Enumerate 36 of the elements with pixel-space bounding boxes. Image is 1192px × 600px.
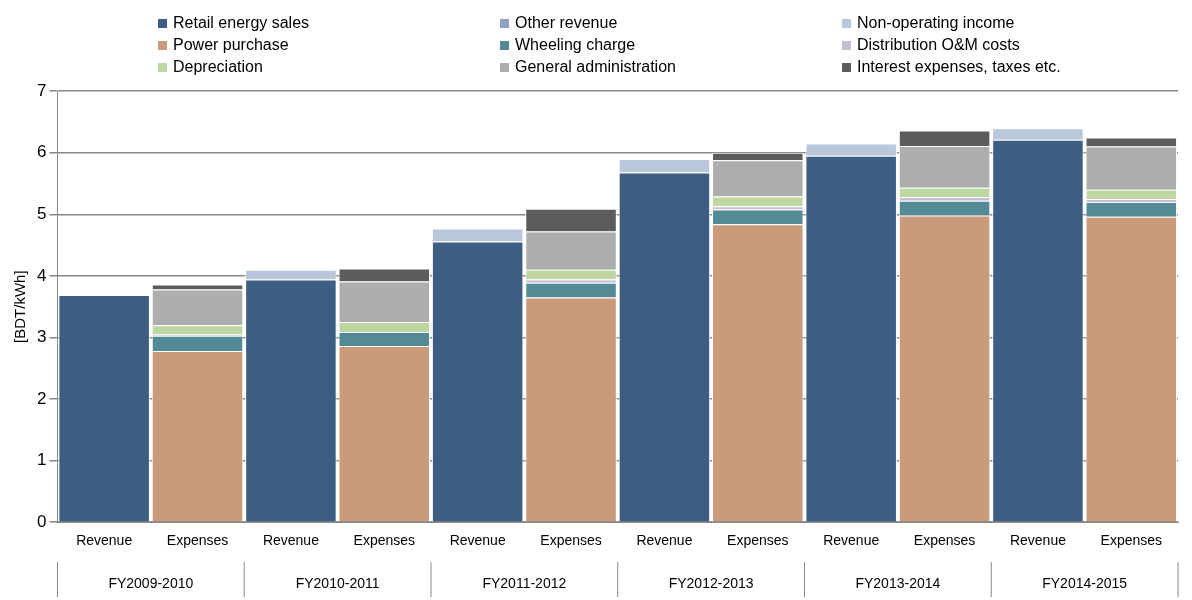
x-tick-label: Revenue bbox=[636, 532, 693, 549]
text: FY2011-2012 bbox=[482, 575, 567, 592]
legend-label: Wheeling charge bbox=[515, 35, 636, 55]
legend-label: Other revenue bbox=[515, 13, 618, 33]
y-tick-label: 7 bbox=[36, 80, 47, 100]
legend-label: Retail energy sales bbox=[173, 13, 310, 33]
y-tick-label: 2 bbox=[36, 388, 47, 408]
x-tick-label: Revenue bbox=[449, 532, 506, 549]
y-tick-label: 0 bbox=[36, 511, 47, 531]
y-tick-label: 6 bbox=[36, 142, 47, 162]
x-tick-label: Expenses bbox=[540, 532, 602, 549]
x-tick-label: Expenses bbox=[353, 532, 416, 549]
legend-label: Interest expenses, taxes etc. bbox=[857, 57, 1061, 77]
legend-label: Power purchase bbox=[173, 35, 289, 55]
legend-label: Depreciation bbox=[173, 57, 263, 77]
y-axis-title: [BDT/kWh] bbox=[11, 270, 29, 343]
x-tick-label: Expenses bbox=[913, 532, 976, 549]
text: FY2010-2011 bbox=[295, 575, 380, 592]
y-tick-label: 4 bbox=[36, 265, 47, 285]
text: FY2012-2013 bbox=[668, 575, 754, 592]
x-tick-label: Expenses bbox=[166, 532, 229, 549]
x-tick-label: Expenses bbox=[1100, 532, 1163, 549]
x-tick-label: Revenue bbox=[76, 532, 133, 549]
x-tick-label: Revenue bbox=[1009, 532, 1067, 549]
y-tick-label: 3 bbox=[36, 327, 47, 347]
y-tick-label: 5 bbox=[36, 204, 47, 224]
text: FY2013-2014 bbox=[855, 575, 941, 592]
legend-label: Distribution O&M costs bbox=[857, 35, 1020, 55]
y-tick-label: 1 bbox=[36, 450, 47, 470]
x-tick-label: Revenue bbox=[262, 532, 320, 549]
x-tick-label: Expenses bbox=[727, 532, 789, 549]
legend-label: Non-operating income bbox=[857, 13, 1015, 33]
text: FY2014-2015 bbox=[1042, 575, 1128, 592]
legend-label: General administration bbox=[515, 57, 676, 77]
text: FY2009-2010 bbox=[108, 575, 194, 592]
x-tick-label: Revenue bbox=[823, 532, 880, 549]
